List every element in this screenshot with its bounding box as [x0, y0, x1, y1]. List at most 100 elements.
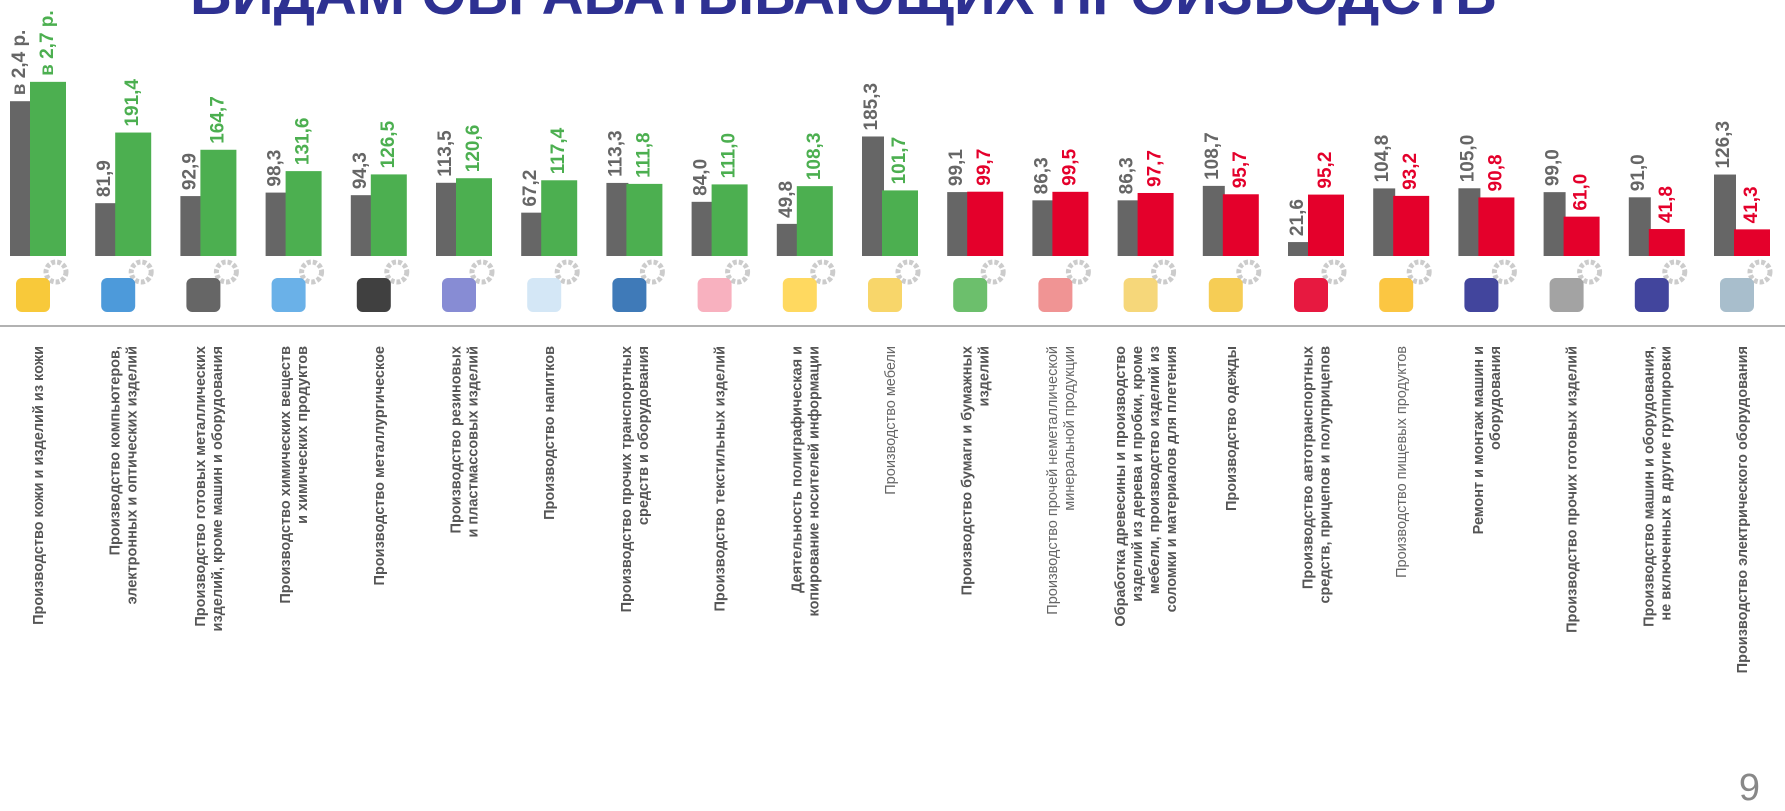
value-label: 131,6: [293, 118, 314, 166]
icon: [356, 278, 391, 312]
bar-previous: [1458, 188, 1481, 256]
category-label-line: изделий из дерева и пробки, кроме: [1130, 346, 1146, 602]
category-label-line: изделий: [977, 346, 993, 406]
value-label: 99,5: [1059, 148, 1080, 185]
category-label: Производство текстильных изделий: [713, 346, 729, 612]
category-label: Деятельность полиграфическая икопировани…: [789, 346, 822, 617]
bar-current: [882, 190, 918, 256]
category-label: Производство химических веществи химичес…: [278, 346, 311, 604]
icon: [1464, 278, 1499, 312]
icon: [271, 278, 306, 312]
value-label: 97,7: [1145, 150, 1166, 187]
category-label: Производство электрического оборудования: [1735, 346, 1751, 673]
value-label: 117,4: [548, 127, 569, 174]
category-label: Производство бумаги и бумажныхизделий: [960, 346, 993, 595]
category-label: Производство автотранспортныхсредств, пр…: [1301, 346, 1334, 604]
value-label: 90,8: [1485, 154, 1506, 191]
bar-previous: [180, 196, 203, 256]
icon-gear: [1321, 259, 1347, 285]
category-label-line: и пластмассовых изделий: [466, 346, 482, 538]
category-label-line: мебели, производство изделий из: [1147, 346, 1163, 594]
bar-current: [1137, 192, 1174, 256]
category-label: Производство резиновыхи пластмассовых из…: [449, 346, 482, 538]
icon-gear: [639, 259, 665, 285]
value-label: 126,5: [378, 120, 399, 168]
icon: [527, 278, 562, 312]
value-label: 120,6: [463, 125, 484, 173]
category-label-line: электронных и оптических изделий: [125, 346, 141, 604]
category-label-line: Производство прочих транспортных: [619, 346, 635, 612]
category-label: Производство металлургическое: [372, 346, 388, 585]
bar-current: [967, 191, 1004, 256]
bar-previous: [436, 182, 458, 256]
category-label: Производство мебели: [883, 346, 899, 495]
bar-current: [1222, 194, 1259, 256]
value-label: 99,0: [1543, 149, 1564, 186]
value-label: 185,3: [861, 83, 882, 131]
value-label: 95,2: [1315, 152, 1336, 189]
value-label: 111,8: [633, 132, 654, 177]
icon: [1720, 278, 1754, 312]
category-label: Производство машин и оборудования,не вкл…: [1641, 346, 1674, 627]
value-label: 113,3: [605, 130, 626, 177]
category-label-line: Производство компьютеров,: [108, 346, 124, 555]
icon-gear: [1406, 259, 1432, 285]
category-label: Производство прочих транспортныхсредств …: [619, 346, 652, 612]
value-label: 92,9: [179, 153, 200, 190]
value-label: 49,8: [776, 181, 797, 218]
icon-gear: [554, 259, 580, 285]
category-label: Производство кожи и изделий из кожи: [31, 346, 47, 625]
category-label-line: Производство резиновых: [449, 346, 465, 533]
icon-gear: [725, 259, 751, 285]
icon-gear: [810, 259, 836, 285]
category-label-line: Производство готовых металлических: [193, 346, 209, 627]
value-label: 113,5: [435, 130, 456, 177]
icon: [101, 278, 136, 312]
category-label-line: средств, прицепов и полуприцепов: [1318, 346, 1334, 604]
icon: [868, 278, 902, 312]
category-label-line: Производство кожи и изделий из кожи: [31, 346, 47, 625]
value-label: 91,0: [1628, 154, 1649, 191]
category-label-line: Производство машин и оборудования,: [1641, 346, 1657, 627]
bar-previous: [691, 201, 714, 256]
icon-gear: [1065, 259, 1091, 285]
title: ВИДАМ ОБРАБАТЫВАЮЩИХ ПРОИЗВОДСТВ: [190, 0, 1497, 27]
bar-current: [30, 81, 66, 256]
icon-gear: [299, 259, 325, 285]
value-label: 95,7: [1230, 151, 1251, 188]
bar-current: [541, 180, 578, 256]
icon: [1123, 278, 1158, 312]
value-label: 101,7: [889, 137, 910, 185]
bar-previous: [10, 101, 32, 256]
page-number: 9: [1739, 767, 1760, 809]
category-label-line: Производство пищевых продуктов: [1394, 346, 1410, 578]
bar-current: [1308, 194, 1344, 256]
category-label-line: не включенных в другие группировки: [1658, 346, 1674, 621]
bar-previous: [1202, 185, 1225, 256]
bar-previous: [350, 195, 373, 256]
value-label: 164,7: [207, 96, 228, 144]
value-label: 111,0: [719, 133, 740, 178]
category-label-line: Производство химических веществ: [278, 346, 294, 604]
bar-current: [285, 171, 322, 256]
category-label: Производство прочих готовых изделий: [1565, 346, 1581, 633]
category-label-line: Производство прочих готовых изделий: [1565, 346, 1581, 633]
value-label: 94,3: [350, 152, 371, 189]
bar-current: [200, 149, 237, 256]
value-label: 108,7: [1202, 132, 1223, 180]
value-label: 99,1: [946, 149, 967, 186]
bar-previous: [521, 212, 544, 256]
icon: [186, 278, 221, 312]
category-label-line: Производство напитков: [542, 346, 558, 520]
value-label: 21,6: [1287, 199, 1308, 236]
icon: [16, 278, 50, 312]
category-label-line: средств и оборудования: [636, 346, 652, 525]
category-label-line: минеральной продукции: [1062, 346, 1078, 511]
category-label: Производство одежды: [1224, 346, 1240, 511]
bar-current: [1478, 197, 1515, 256]
icon-gear: [1577, 259, 1603, 285]
value-label: 93,2: [1400, 153, 1421, 190]
value-label: 41,8: [1656, 186, 1677, 223]
icon-gear: [1236, 259, 1262, 285]
icon: [953, 278, 988, 312]
